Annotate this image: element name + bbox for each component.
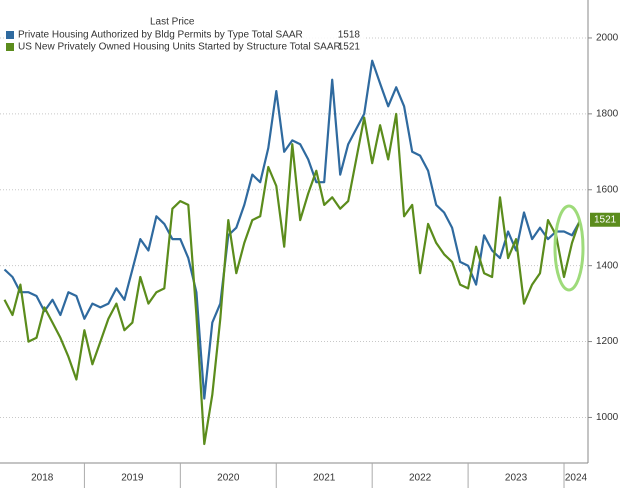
highlight-ellipse — [553, 204, 585, 292]
lines — [3, 59, 582, 446]
y-tick-label: 1400 — [596, 260, 619, 271]
legend-swatch — [6, 31, 14, 39]
legend-label: Private Housing Authorized by Bldg Permi… — [18, 30, 303, 41]
x-tick-label: 2018 — [31, 473, 54, 484]
x-tick-label: 2020 — [217, 473, 240, 484]
legend-value: 1518 — [338, 30, 361, 41]
legend-title: Last Price — [150, 17, 195, 28]
legend-box — [4, 14, 364, 60]
x-tick-label: 2022 — [409, 473, 432, 484]
legend: Last Price Private Housing Authorized by… — [4, 14, 364, 60]
last-value-label: 1521 — [594, 214, 617, 225]
y-tick-label: 1000 — [596, 412, 619, 423]
y-tick-label: 2000 — [596, 33, 619, 44]
y-tick-label: 1600 — [596, 184, 619, 195]
series-line — [3, 59, 581, 400]
legend-swatch — [6, 43, 14, 51]
series-line — [3, 112, 582, 446]
legend-value: 1521 — [338, 42, 361, 53]
x-tick-label: 2021 — [313, 473, 336, 484]
legend-label: US New Privately Owned Housing Units Sta… — [18, 42, 341, 53]
y-tick-label: 1200 — [596, 336, 619, 347]
y-tick-label: 1800 — [596, 108, 619, 119]
x-tick-label: 2024 — [565, 473, 588, 484]
x-tick-label: 2019 — [121, 473, 144, 484]
last-value-tag — [590, 212, 620, 227]
x-tick-label: 2023 — [505, 473, 528, 484]
